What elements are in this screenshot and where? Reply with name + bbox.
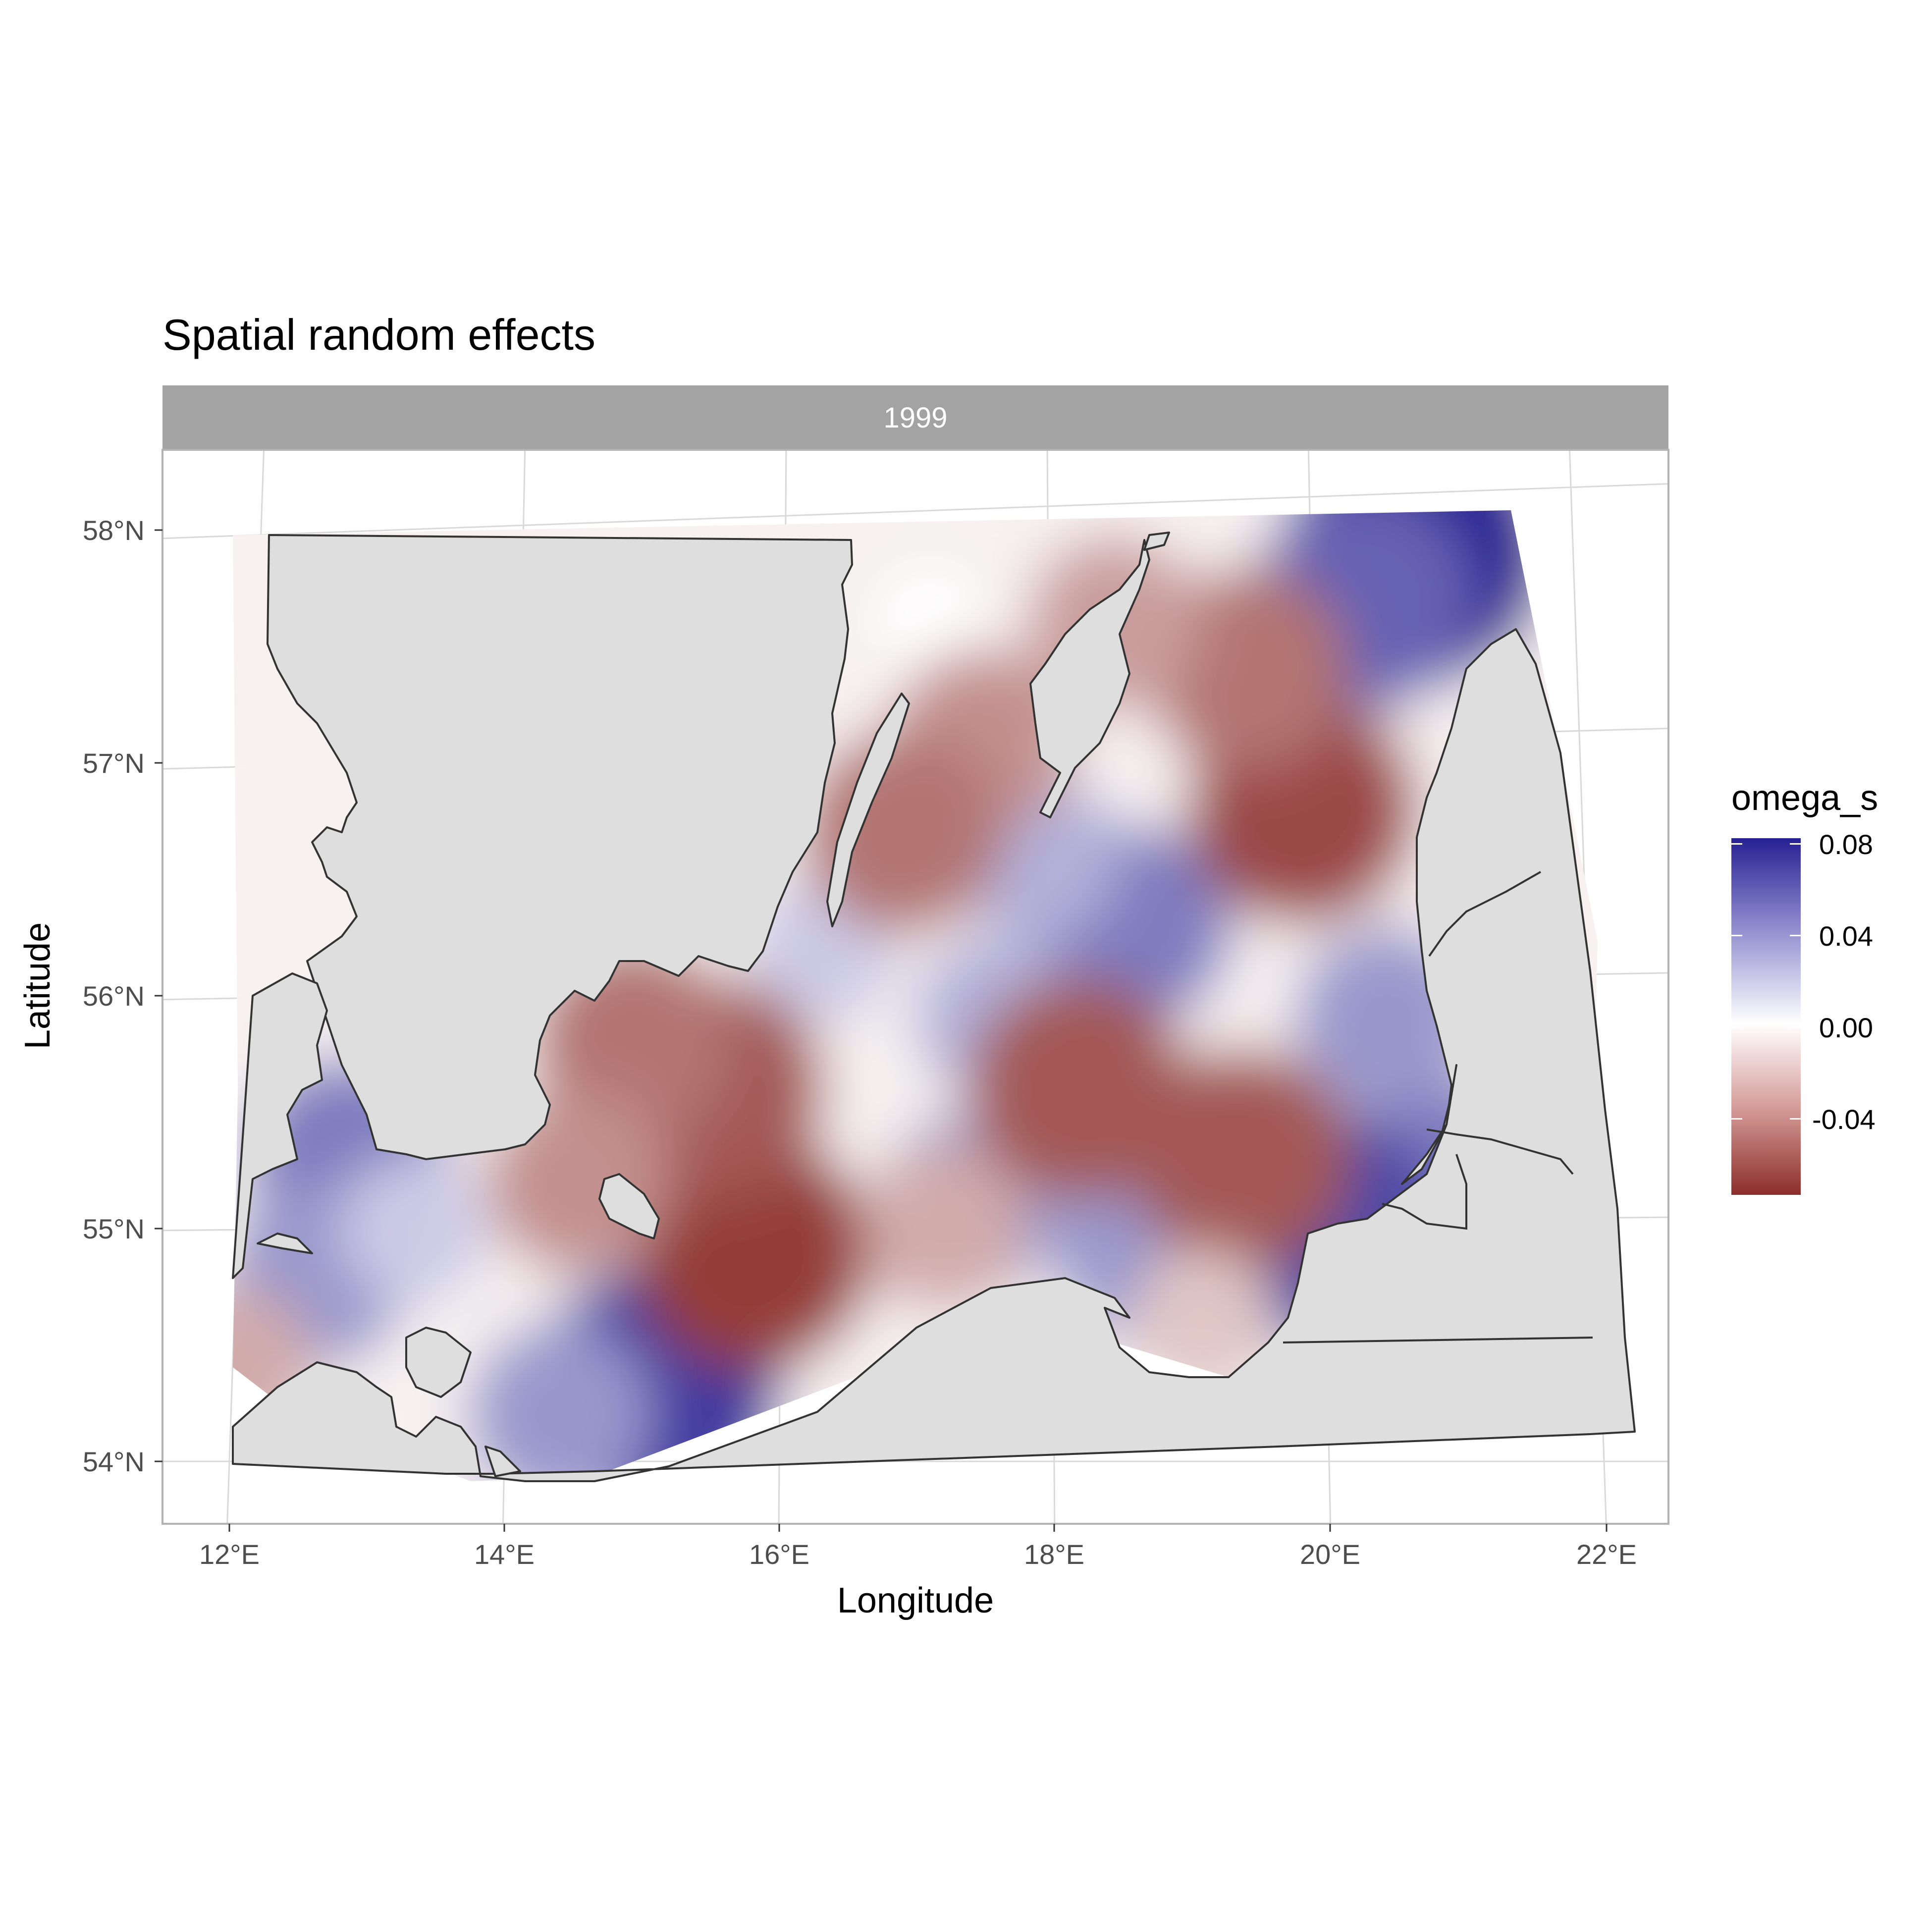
field-cell [468, 1323, 652, 1481]
land-usedom [484, 1446, 521, 1477]
x-axis-title: Longitude [837, 1581, 994, 1620]
land-oland [826, 693, 910, 927]
x-tick-label: 12°E [199, 1539, 260, 1570]
panel-border [161, 449, 1669, 1525]
country-border [1426, 1128, 1574, 1175]
legend-label: -0.04 [1812, 1104, 1876, 1135]
field-cell [861, 1146, 1027, 1311]
legend-label: 0.08 [1819, 829, 1873, 860]
facet-strip: 1999 [162, 385, 1668, 450]
legend-colorbar [1731, 838, 1801, 1195]
land-poland_germany [232, 628, 1636, 1482]
axis-ticks [155, 529, 1608, 1532]
y-tick-label: 57°N [82, 748, 145, 779]
x-tick-label: 20°E [1299, 1539, 1361, 1570]
y-tick-label: 56°N [82, 980, 145, 1012]
x-tick-label: 16°E [749, 1539, 810, 1570]
x-tick-label: 14°E [474, 1539, 535, 1570]
legend-label: 0.04 [1819, 920, 1873, 952]
plot-title: Spatial random effects [162, 310, 595, 359]
land-gotland [1029, 539, 1150, 818]
y-tick-label: 58°N [82, 515, 145, 546]
land-denmark_islands [232, 972, 328, 1279]
land-polygons [232, 532, 1636, 1482]
land-lolland [257, 1233, 313, 1254]
country-border [1283, 1337, 1593, 1343]
land-faro [1143, 532, 1170, 551]
legend-label: 0.00 [1819, 1012, 1873, 1043]
facet-label: 1999 [883, 402, 948, 434]
x-tick-label: 22°E [1576, 1539, 1637, 1570]
field-cell [802, 731, 1005, 934]
land-rugen [405, 1327, 472, 1398]
parallel-line [162, 483, 1668, 539]
land-curonian [1401, 1064, 1457, 1185]
field-cell [1130, 1048, 1353, 1270]
field-cell [1130, 1248, 1277, 1395]
land-sweden [267, 534, 853, 1160]
x-tick-label: 18°E [1023, 1539, 1085, 1570]
y-tick-label: 54°N [82, 1446, 145, 1477]
land-bornholm [598, 1173, 660, 1239]
country-border [1382, 1154, 1467, 1230]
country-border [1428, 871, 1541, 957]
field-cell [875, 569, 985, 678]
field-cell [340, 1155, 487, 1302]
y-tick-label: 55°N [82, 1213, 145, 1244]
legend-title: omega_s [1731, 778, 1878, 818]
